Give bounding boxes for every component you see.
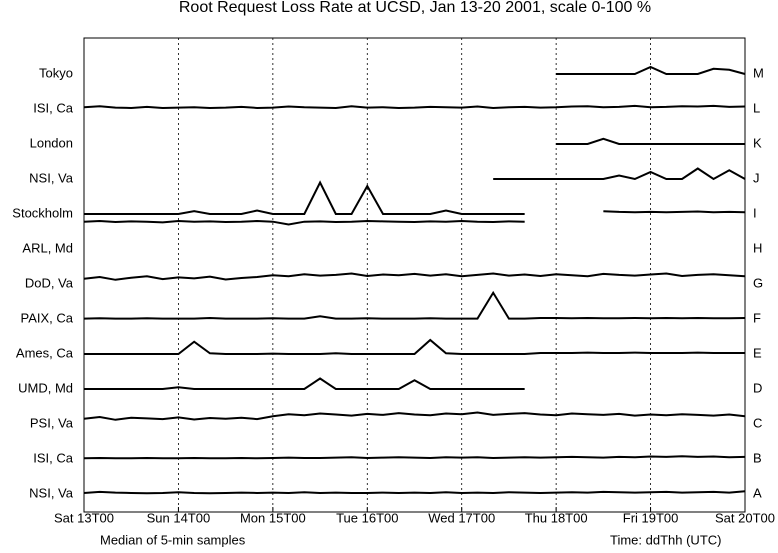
row-label: Tokyo xyxy=(39,65,73,80)
row-letter: M xyxy=(753,65,764,80)
row-letter: J xyxy=(753,170,760,185)
series-line xyxy=(83,272,746,281)
series-line xyxy=(556,65,746,75)
x-tick-label: Sat 13T00 xyxy=(54,510,114,525)
row-letter: A xyxy=(753,485,762,500)
series-line xyxy=(83,290,746,320)
row-label: Ames, Ca xyxy=(16,345,74,360)
x-tick-label: Thu 18T00 xyxy=(525,510,588,525)
series-line xyxy=(84,180,746,215)
series-line xyxy=(83,104,746,109)
series-line xyxy=(83,490,746,495)
row-label: London xyxy=(30,135,73,150)
row-label: DoD, Va xyxy=(25,275,74,290)
row-letter: C xyxy=(753,415,762,430)
row-label: ISI, Ca xyxy=(33,450,74,465)
x-tick-label: Tue 16T00 xyxy=(336,510,398,525)
row-label: ARL, Md xyxy=(22,240,73,255)
chart-title: Root Request Loss Rate at UCSD, Jan 13-2… xyxy=(179,0,651,16)
row-label: UMD, Md xyxy=(18,380,73,395)
series-line xyxy=(84,377,525,390)
row-letter: B xyxy=(753,450,762,465)
row-letter: L xyxy=(753,100,760,115)
row-letter: E xyxy=(753,345,762,360)
x-tick-label: Mon 15T00 xyxy=(240,510,306,525)
series-line xyxy=(83,455,746,460)
series-line xyxy=(556,137,745,145)
x-tick-label: Wed 17T00 xyxy=(428,510,495,525)
series-line xyxy=(83,411,746,421)
note-right: Time: ddThh (UTC) xyxy=(610,532,721,547)
note-left: Median of 5-min samples xyxy=(100,532,246,547)
row-label: PSI, Va xyxy=(30,415,74,430)
x-tick-label: Sat 20T00 xyxy=(715,510,775,525)
row-label: ISI, Ca xyxy=(33,100,74,115)
row-letter: I xyxy=(753,205,757,220)
row-letter: K xyxy=(753,135,762,150)
row-letter: F xyxy=(753,310,761,325)
row-letter: G xyxy=(753,275,763,290)
x-tick-label: Sun 14T00 xyxy=(147,510,211,525)
row-label: NSI, Va xyxy=(29,170,74,185)
row-label: Stockholm xyxy=(12,205,73,220)
plot-frame xyxy=(83,37,746,513)
row-label: PAIX, Ca xyxy=(20,310,73,325)
row-letter: H xyxy=(753,240,762,255)
series-line xyxy=(84,338,745,355)
row-letter: D xyxy=(753,380,762,395)
x-tick-label: Fri 19T00 xyxy=(623,510,679,525)
row-label: NSI, Va xyxy=(29,485,74,500)
series-line xyxy=(83,219,525,226)
series-line xyxy=(493,167,746,181)
